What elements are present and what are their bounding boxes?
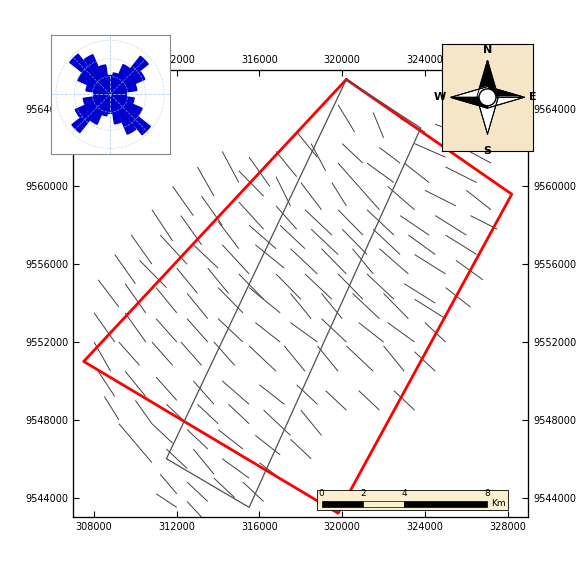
Polygon shape — [110, 64, 129, 94]
Bar — [318, 490, 508, 510]
Polygon shape — [91, 94, 110, 124]
Polygon shape — [110, 92, 126, 96]
Polygon shape — [108, 76, 112, 94]
Polygon shape — [99, 65, 110, 94]
Bar — [322, 501, 363, 507]
Polygon shape — [110, 94, 121, 124]
Bar — [404, 501, 487, 507]
Polygon shape — [487, 97, 524, 108]
Text: N: N — [483, 45, 492, 55]
Polygon shape — [451, 97, 487, 108]
Polygon shape — [94, 92, 110, 96]
Text: E: E — [529, 92, 537, 102]
Polygon shape — [487, 87, 524, 97]
Polygon shape — [102, 94, 110, 116]
Polygon shape — [110, 94, 136, 134]
Text: Km: Km — [491, 500, 506, 508]
Polygon shape — [72, 94, 110, 132]
Polygon shape — [110, 94, 134, 103]
Polygon shape — [110, 56, 148, 94]
Circle shape — [479, 89, 496, 106]
Polygon shape — [83, 94, 110, 105]
Polygon shape — [110, 84, 137, 94]
Polygon shape — [110, 73, 118, 94]
Polygon shape — [487, 60, 498, 97]
Polygon shape — [451, 87, 487, 97]
Polygon shape — [487, 97, 498, 134]
Text: 4: 4 — [402, 489, 407, 498]
Text: W: W — [433, 92, 446, 102]
Polygon shape — [110, 94, 150, 135]
Polygon shape — [70, 54, 110, 94]
Text: 8: 8 — [484, 489, 490, 498]
Text: S: S — [484, 146, 491, 156]
Polygon shape — [75, 94, 110, 117]
Polygon shape — [477, 97, 487, 134]
Polygon shape — [477, 60, 487, 97]
Bar — [363, 501, 404, 507]
Polygon shape — [108, 94, 112, 113]
Polygon shape — [110, 94, 142, 116]
Text: 2: 2 — [360, 489, 366, 498]
Text: 0: 0 — [319, 489, 325, 498]
Polygon shape — [85, 55, 110, 94]
Polygon shape — [86, 85, 110, 94]
Polygon shape — [78, 73, 110, 94]
Polygon shape — [110, 72, 145, 94]
